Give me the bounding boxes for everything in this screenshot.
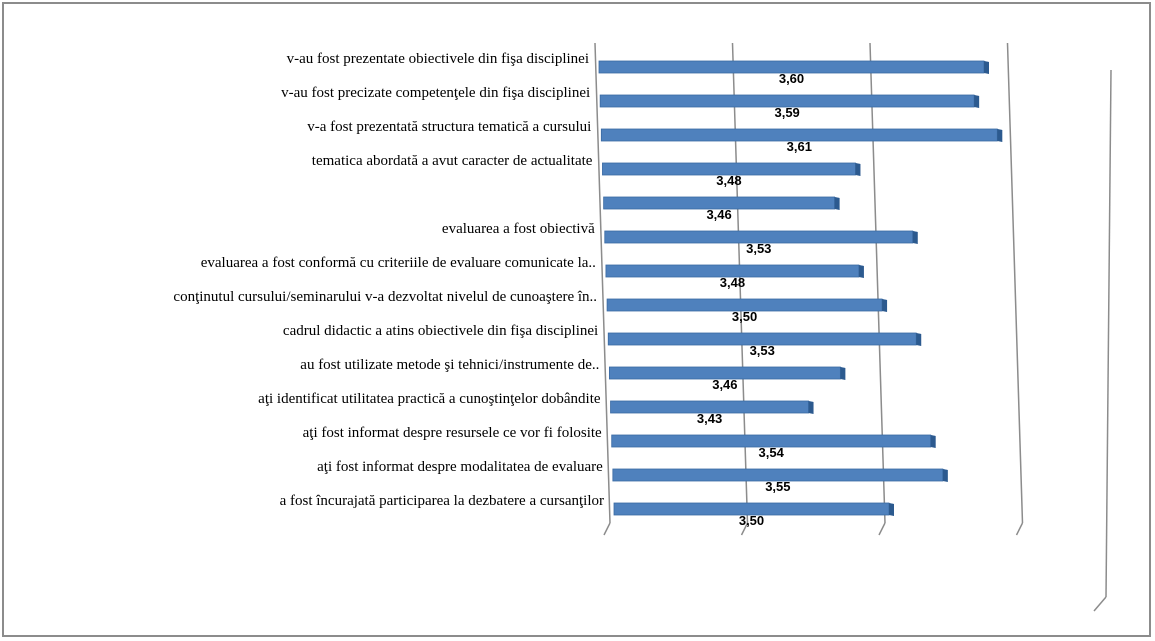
value-label: 3,50 — [732, 309, 757, 324]
value-label: 3,50 — [739, 513, 764, 528]
bar-side — [930, 435, 936, 448]
value-label: 3,59 — [774, 105, 799, 120]
category-label: v-au fost prezentate obiectivele din fiş… — [287, 51, 589, 67]
category-labels: v-au fost prezentate obiectivele din fiş… — [173, 51, 604, 509]
bar-side — [840, 367, 846, 380]
bar-side — [942, 469, 948, 482]
bar-side — [997, 129, 1003, 142]
bar-side — [808, 401, 814, 414]
gridline — [594, 42, 611, 524]
value-label: 3,55 — [765, 479, 790, 494]
category-label: v-au fost precizate competenţele din fiş… — [281, 85, 590, 101]
category-label: cadrul didactic a atins obiectivele din … — [283, 323, 598, 339]
category-label: aţi fost informat despre resursele ce vo… — [303, 425, 602, 441]
value-label: 3,46 — [706, 207, 731, 222]
gridline-foot — [1015, 522, 1024, 536]
bar-side — [916, 333, 922, 346]
bar-side — [889, 503, 894, 516]
back-wall-foot — [1093, 596, 1107, 612]
gridline-foot — [740, 522, 749, 536]
category-label: au fost utilizate metode şi tehnici/inst… — [300, 357, 599, 373]
value-label: 3,54 — [759, 445, 785, 460]
category-label: tematica abordată a avut caracter de act… — [312, 153, 593, 169]
value-label: 3,48 — [720, 275, 745, 290]
bar-side — [912, 231, 918, 244]
value-label: 3,60 — [779, 71, 804, 86]
value-label: 3,53 — [746, 241, 771, 256]
gridline — [869, 42, 886, 524]
value-label: 3,53 — [750, 343, 775, 358]
bar-side — [882, 299, 888, 312]
value-labels: 3,60 3,59 3,61 3,48 3,46 3,53 3,48 3,50 3,53 3,46… — [697, 71, 812, 528]
value-label: 3,48 — [716, 173, 741, 188]
category-label: a fost încurajată participarea la dezbat… — [280, 493, 604, 509]
bar-side — [858, 265, 864, 278]
category-label: conţinutul cursului/seminarului v-a dezv… — [173, 289, 597, 305]
bar-side — [855, 163, 861, 176]
gridline-foot — [878, 522, 886, 536]
value-label: 3,61 — [787, 139, 812, 154]
category-label: evaluarea a fost obiectivă — [442, 221, 595, 237]
gridlines — [594, 42, 1112, 612]
category-label: aţi identificat utilitatea practică a cu… — [258, 391, 601, 407]
bars — [598, 60, 1003, 516]
category-label: v-a fost prezentată structura tematică a… — [307, 119, 591, 135]
bar-side — [834, 197, 840, 210]
gridline — [1006, 42, 1024, 524]
bar-chart: v-au fost prezentate obiectivele din fiş… — [173, 42, 1112, 612]
category-label: evaluarea a fost conformă cu criteriile … — [201, 255, 596, 271]
bar-side — [974, 95, 980, 108]
value-label: 3,46 — [712, 377, 737, 392]
bar-side — [984, 61, 989, 74]
category-label: aţi fost informat despre modalitatea de … — [317, 459, 603, 475]
back-wall-line — [1105, 69, 1112, 598]
gridline-foot — [603, 522, 611, 536]
value-label: 3,43 — [697, 411, 722, 426]
